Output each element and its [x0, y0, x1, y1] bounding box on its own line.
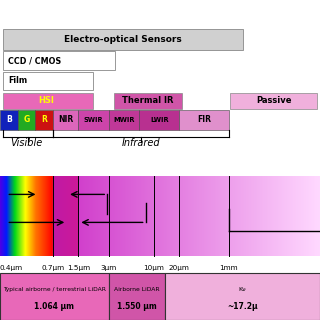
Text: Visible: Visible — [11, 138, 43, 148]
Bar — [0, 273, 109, 320]
Bar — [3, 72, 93, 90]
Bar — [18, 110, 35, 130]
Text: B: B — [6, 116, 12, 124]
Bar — [139, 110, 179, 130]
Text: 1.064 μm: 1.064 μm — [35, 302, 75, 311]
Bar — [35, 110, 53, 130]
Text: ~17.2μ: ~17.2μ — [227, 302, 258, 311]
Text: Kν: Kν — [239, 287, 246, 292]
Text: Thermal IR: Thermal IR — [122, 96, 173, 105]
Bar — [165, 273, 320, 320]
Bar — [179, 110, 229, 130]
Bar — [3, 51, 115, 70]
Text: MWIR: MWIR — [113, 117, 135, 123]
Bar — [114, 93, 182, 109]
Text: 0.7μm: 0.7μm — [41, 265, 64, 271]
Text: HSI: HSI — [38, 96, 54, 105]
Text: 10μm: 10μm — [143, 265, 164, 271]
Text: LWIR: LWIR — [150, 117, 169, 123]
Text: 20μm: 20μm — [169, 265, 190, 271]
Text: Infrared: Infrared — [122, 138, 160, 148]
Bar — [3, 93, 93, 109]
Text: Electro-optical Sensors: Electro-optical Sensors — [64, 35, 182, 44]
Text: NIR: NIR — [58, 116, 73, 124]
Bar — [3, 29, 243, 50]
Text: Passive: Passive — [256, 96, 291, 105]
Text: 1.5μm: 1.5μm — [67, 265, 90, 271]
Bar — [78, 110, 109, 130]
Text: 1mm: 1mm — [220, 265, 238, 271]
Bar — [230, 93, 317, 109]
Text: G: G — [23, 116, 29, 124]
Text: R: R — [41, 116, 47, 124]
Text: Typical airborne / terrestrial LiDAR: Typical airborne / terrestrial LiDAR — [3, 287, 106, 292]
Text: Airborne LiDAR: Airborne LiDAR — [114, 287, 160, 292]
Bar — [109, 110, 139, 130]
Bar — [109, 273, 165, 320]
Text: 0.4μm: 0.4μm — [0, 265, 23, 271]
Bar — [0, 110, 18, 130]
Bar — [53, 110, 78, 130]
Text: FIR: FIR — [197, 116, 211, 124]
Text: CCD / CMOS: CCD / CMOS — [8, 56, 61, 65]
Text: SWIR: SWIR — [84, 117, 103, 123]
Text: 3μm: 3μm — [101, 265, 117, 271]
Text: Film: Film — [8, 76, 27, 85]
Text: 1.550 μm: 1.550 μm — [117, 302, 157, 311]
